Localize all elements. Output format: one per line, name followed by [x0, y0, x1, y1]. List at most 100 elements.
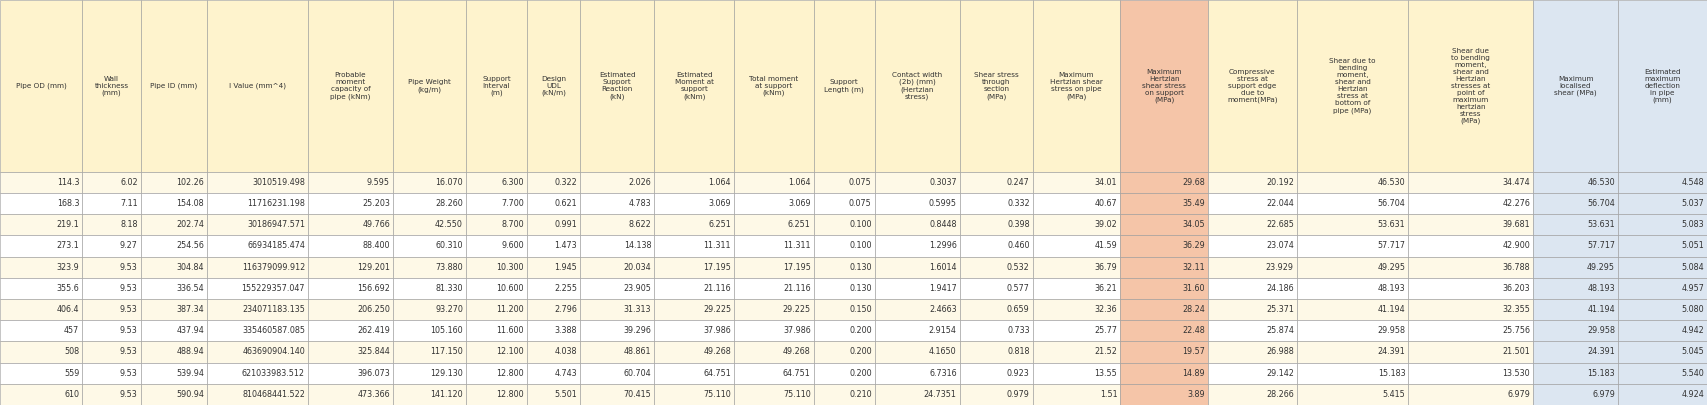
Bar — [0, 193, 82, 214]
Text: 9.53: 9.53 — [119, 369, 138, 378]
Text: Wall
thickness
(mm): Wall thickness (mm) — [94, 76, 128, 96]
Text: 41.59: 41.59 — [1094, 241, 1118, 250]
Text: 1.51: 1.51 — [1099, 390, 1118, 399]
Text: 6.300: 6.300 — [502, 178, 524, 187]
Text: 6.7316: 6.7316 — [929, 369, 956, 378]
Bar — [734, 193, 814, 214]
Bar — [1033, 172, 1120, 193]
Text: 0.621: 0.621 — [555, 199, 577, 208]
Text: 2.026: 2.026 — [628, 178, 652, 187]
Bar — [0, 278, 82, 299]
Text: 21.52: 21.52 — [1094, 347, 1118, 356]
Text: 8.622: 8.622 — [628, 220, 652, 229]
Bar — [1618, 0, 1707, 172]
Bar — [1408, 235, 1533, 256]
Text: 32.11: 32.11 — [1183, 262, 1205, 272]
Text: 273.1: 273.1 — [56, 241, 79, 250]
Bar — [1033, 0, 1120, 172]
Bar — [959, 362, 1033, 384]
Text: 4.038: 4.038 — [555, 347, 577, 356]
Bar — [959, 256, 1033, 278]
Text: 0.8448: 0.8448 — [929, 220, 956, 229]
Bar — [307, 278, 393, 299]
Text: 304.84: 304.84 — [176, 262, 205, 272]
Text: 155229357.047: 155229357.047 — [241, 284, 306, 293]
Bar — [393, 384, 466, 405]
Bar — [1033, 278, 1120, 299]
Text: Pipe ID (mm): Pipe ID (mm) — [150, 83, 198, 89]
Text: 254.56: 254.56 — [176, 241, 205, 250]
Bar — [207, 320, 307, 341]
Bar — [1408, 214, 1533, 235]
Text: 590.94: 590.94 — [176, 390, 205, 399]
Bar — [580, 320, 654, 341]
Bar — [959, 320, 1033, 341]
Text: 4.548: 4.548 — [1681, 178, 1704, 187]
Bar — [814, 278, 874, 299]
Text: 57.717: 57.717 — [1588, 241, 1615, 250]
Text: 129.130: 129.130 — [430, 369, 463, 378]
Bar — [1297, 256, 1408, 278]
Bar — [1033, 256, 1120, 278]
Text: 2.796: 2.796 — [555, 305, 577, 314]
Text: 75.110: 75.110 — [703, 390, 731, 399]
Text: 22.044: 22.044 — [1267, 199, 1294, 208]
Bar — [207, 384, 307, 405]
Bar — [1209, 278, 1297, 299]
Bar — [580, 278, 654, 299]
Bar — [466, 0, 527, 172]
Bar — [527, 384, 580, 405]
Bar — [1618, 235, 1707, 256]
Bar — [1533, 256, 1618, 278]
Text: Estimated
maximum
deflection
in pipe
(mm): Estimated maximum deflection in pipe (mm… — [1644, 68, 1681, 103]
Bar — [959, 299, 1033, 320]
Bar — [1120, 341, 1209, 362]
Text: 9.53: 9.53 — [119, 326, 138, 335]
Text: 25.77: 25.77 — [1094, 326, 1118, 335]
Text: 1.473: 1.473 — [555, 241, 577, 250]
Text: 4.743: 4.743 — [555, 369, 577, 378]
Bar — [0, 256, 82, 278]
Text: Shear due to
bending
moment,
shear and
Hertzian
stress at
bottom of
pipe (MPa): Shear due to bending moment, shear and H… — [1330, 58, 1376, 113]
Bar — [874, 256, 959, 278]
Text: 0.150: 0.150 — [848, 305, 872, 314]
Text: 12.100: 12.100 — [497, 347, 524, 356]
Bar — [307, 320, 393, 341]
Text: 262.419: 262.419 — [357, 326, 389, 335]
Bar — [874, 172, 959, 193]
Bar — [527, 193, 580, 214]
Text: 49.295: 49.295 — [1378, 262, 1405, 272]
Bar — [734, 299, 814, 320]
Bar — [1408, 193, 1533, 214]
Bar — [466, 320, 527, 341]
Bar — [1618, 320, 1707, 341]
Text: 2.9154: 2.9154 — [929, 326, 956, 335]
Text: Support
Length (m): Support Length (m) — [824, 79, 864, 93]
Bar — [1533, 362, 1618, 384]
Text: 9.600: 9.600 — [502, 241, 524, 250]
Text: Estimated
Moment at
support
(kNm): Estimated Moment at support (kNm) — [674, 72, 714, 100]
Bar — [580, 193, 654, 214]
Bar — [874, 384, 959, 405]
Bar — [466, 384, 527, 405]
Text: 41.194: 41.194 — [1378, 305, 1405, 314]
Bar — [874, 362, 959, 384]
Text: 206.250: 206.250 — [357, 305, 389, 314]
Bar — [734, 384, 814, 405]
Bar — [654, 256, 734, 278]
Text: 2.255: 2.255 — [555, 284, 577, 293]
Text: Maximum
Hertzian shear
stress on pipe
(MPa): Maximum Hertzian shear stress on pipe (M… — [1050, 72, 1103, 100]
Text: 0.460: 0.460 — [1007, 241, 1029, 250]
Text: 0.923: 0.923 — [1007, 369, 1029, 378]
Text: 2.4663: 2.4663 — [929, 305, 956, 314]
Text: 117.150: 117.150 — [430, 347, 463, 356]
Bar — [1618, 299, 1707, 320]
Bar — [734, 320, 814, 341]
Text: 11.311: 11.311 — [703, 241, 731, 250]
Bar — [1408, 256, 1533, 278]
Bar — [393, 278, 466, 299]
Bar — [874, 278, 959, 299]
Text: 8.700: 8.700 — [502, 220, 524, 229]
Bar — [654, 278, 734, 299]
Text: 3.069: 3.069 — [789, 199, 811, 208]
